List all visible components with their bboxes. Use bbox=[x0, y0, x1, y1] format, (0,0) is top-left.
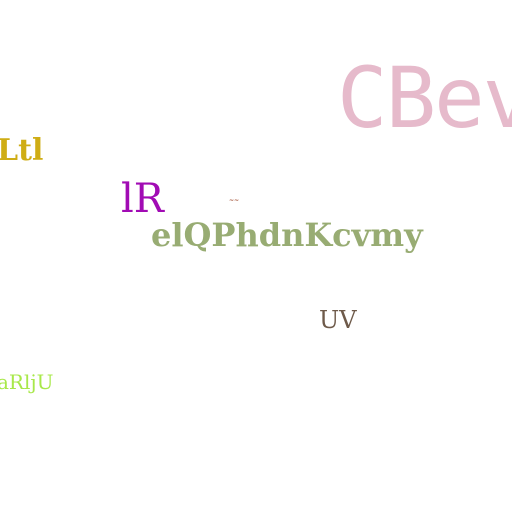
word-elqphdnkcvmy: elQPhdnKcvmy bbox=[151, 216, 423, 254]
word-cbev: CBev bbox=[337, 49, 512, 147]
word-ltl: Ltl bbox=[0, 133, 44, 168]
word-tiny: ~~ bbox=[229, 197, 240, 204]
word-arlju: aRljU bbox=[0, 370, 54, 394]
word-uv: UV bbox=[319, 306, 357, 334]
word-lr: lR bbox=[121, 176, 164, 222]
